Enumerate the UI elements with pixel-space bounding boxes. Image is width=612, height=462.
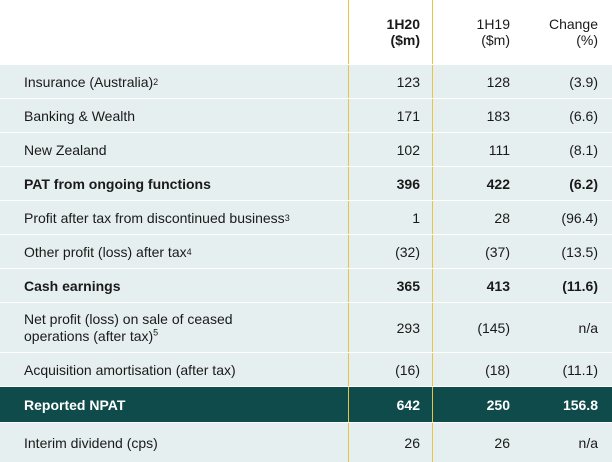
row-label: Reported NPAT (24, 396, 126, 413)
cell-1h20: 102 (348, 133, 433, 166)
row-label: Cash earnings (24, 277, 121, 294)
row-label: Interim dividend (cps) (24, 434, 158, 451)
table-row: Interim dividend (cps) 26 26 n/a (0, 422, 612, 462)
row-label: Insurance (Australia) 2 (24, 73, 159, 90)
header-1h20: 1H20 ($m) (348, 0, 433, 64)
row-label: Profit after tax from discontinued busin… (24, 209, 290, 226)
footnote-marker: 5 (153, 326, 159, 337)
header-1h20-period: 1H20 (386, 16, 420, 32)
header-1h19-unit: ($m) (481, 32, 510, 48)
header-change-unit: (%) (576, 32, 598, 48)
header-1h20-unit: ($m) (390, 32, 420, 48)
row-label-text: Profit after tax from discontinued busin… (24, 209, 285, 226)
cell-1h19: 111 (488, 141, 510, 158)
cell-1h20: 123 (348, 65, 433, 98)
table-row: Banking & Wealth 171 183 (6.6) (0, 98, 612, 132)
cell-1h20: (16) (348, 353, 433, 386)
cell-1h19: (145) (477, 319, 510, 336)
cell-1h20: 26 (348, 423, 433, 462)
cell-1h20: 642 (348, 387, 433, 422)
cell-1h20: (32) (348, 235, 433, 268)
table-row: Insurance (Australia) 2 123 128 (3.9) (0, 64, 612, 98)
cell-1h19: 250 (486, 396, 510, 413)
cell-1h19: 422 (486, 175, 510, 192)
row-label-text: Insurance (Australia) (24, 73, 154, 90)
header-label-cell (0, 0, 348, 64)
table-row: Acquisition amortisation (after tax) (16… (0, 352, 612, 386)
table-row: Net profit (loss) on sale of ceased oper… (0, 302, 612, 352)
cell-change: (11.6) (562, 277, 598, 294)
row-label-line1: Net profit (loss) on sale of ceased (24, 310, 233, 327)
cell-change: (3.9) (569, 73, 598, 90)
cell-1h19: 26 (494, 434, 510, 451)
cell-change: (13.5) (561, 243, 598, 260)
header-1h19-period: 1H19 (476, 16, 510, 32)
cell-1h19: (18) (485, 361, 510, 378)
row-label: Other profit (loss) after tax 4 (24, 243, 192, 260)
row-label: Banking & Wealth (24, 107, 136, 124)
row-label-text: Other profit (loss) after tax (24, 243, 187, 260)
cell-1h19: 183 (486, 107, 510, 124)
table-row: Profit after tax from discontinued busin… (0, 200, 612, 234)
cell-change: n/a (578, 319, 598, 336)
cell-change: (96.4) (561, 209, 598, 226)
cell-1h20: 396 (348, 167, 433, 200)
cell-1h20: 1 (348, 201, 433, 234)
row-label: PAT from ongoing functions (24, 175, 211, 192)
header-change: Change (%) (522, 0, 612, 64)
cell-change: 156.8 (562, 396, 598, 413)
table-row: Other profit (loss) after tax 4 (32) (37)… (0, 234, 612, 268)
cell-1h19: 28 (494, 209, 510, 226)
cell-1h19: 413 (486, 277, 510, 294)
row-label: Acquisition amortisation (after tax) (24, 361, 236, 378)
cell-change: (11.1) (562, 361, 598, 378)
cell-1h20: 171 (348, 99, 433, 132)
cell-change: (6.6) (569, 107, 598, 124)
table-row-subtotal: Cash earnings 365 413 (11.6) (0, 268, 612, 302)
cell-1h20: 365 (348, 269, 433, 302)
row-label-line2: operations (after tax) (24, 327, 154, 344)
header-1h19: 1H19 ($m) (433, 0, 522, 64)
table-row: New Zealand 102 111 (8.1) (0, 132, 612, 166)
table-row-total: Reported NPAT 642 250 156.8 (0, 386, 612, 422)
row-label: New Zealand (24, 141, 107, 158)
cell-1h19: (37) (485, 243, 510, 260)
cell-1h19: 128 (486, 73, 510, 90)
cell-change: (8.1) (569, 141, 598, 158)
table-row-subtotal: PAT from ongoing functions 396 422 (6.2) (0, 166, 612, 200)
cell-change: n/a (578, 434, 598, 451)
header-change-title: Change (548, 16, 598, 32)
row-label: Net profit (loss) on sale of ceased oper… (0, 303, 348, 352)
table-header-row: 1H20 ($m) 1H19 ($m) Change (%) (0, 0, 612, 64)
cell-change: (6.2) (569, 175, 598, 192)
cell-1h20: 293 (348, 303, 433, 352)
